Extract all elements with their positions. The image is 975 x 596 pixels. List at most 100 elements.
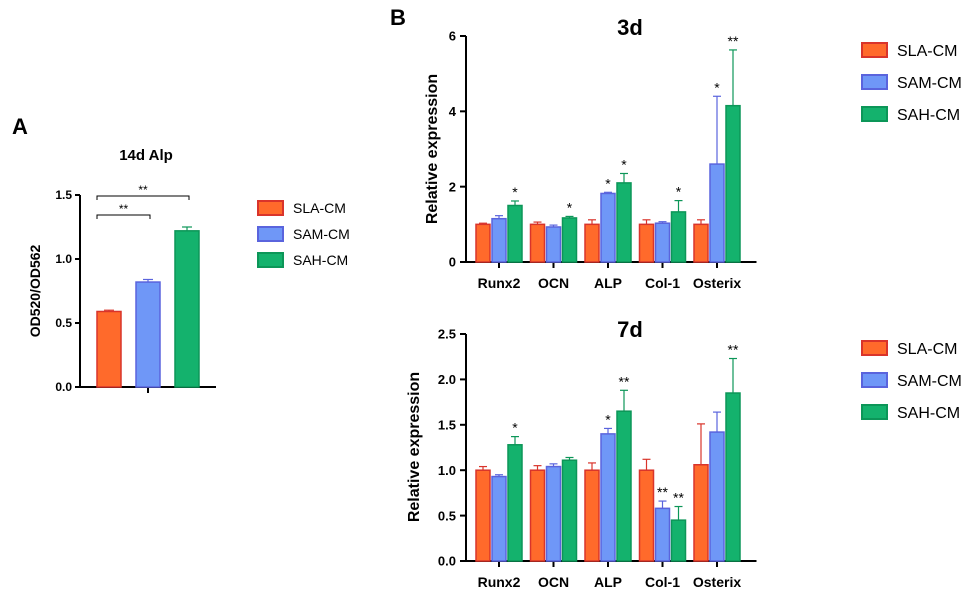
panel-b-3d: B 3d Relative expression 0 2 4 6 Runx2 * OCN * A… xyxy=(390,5,962,291)
x-category-label: ALP xyxy=(594,275,622,291)
bar-sla-cm xyxy=(475,223,491,263)
bar-sla-cm xyxy=(529,223,546,263)
legend-label: SAH-CM xyxy=(897,405,960,422)
significance-label: * xyxy=(714,79,720,95)
panel-a-y-axis-label: OD520/OD562 xyxy=(27,244,43,337)
bar-sah-cm xyxy=(507,204,523,263)
significance-label: ** xyxy=(119,202,129,216)
panel-letter-a: A xyxy=(12,114,28,139)
legend-label: SLA-CM xyxy=(293,200,346,216)
panel-b-3d-legend: SLA-CM SAM-CM SAH-CM xyxy=(861,42,962,124)
bar-sla-cm xyxy=(693,464,709,562)
legend-swatch xyxy=(257,200,284,216)
bar-sah-cm xyxy=(616,182,632,263)
significance-label: * xyxy=(605,175,611,191)
bar-sam-cm xyxy=(600,192,616,263)
bar-sam-cm xyxy=(491,217,507,263)
legend-label: SAH-CM xyxy=(293,252,348,268)
y-tick-label: 0.5 xyxy=(438,508,456,523)
significance-bracket xyxy=(96,195,190,200)
bar-sla-cm xyxy=(584,223,600,263)
bar-sam-cm xyxy=(654,222,671,263)
legend-swatch xyxy=(861,404,888,420)
legend-swatch xyxy=(861,372,888,388)
significance-label: ** xyxy=(138,183,148,197)
legend-swatch xyxy=(861,74,888,90)
bar-sam-cm xyxy=(491,475,507,562)
bar-sam-cm xyxy=(135,281,161,388)
y-tick-label: 2 xyxy=(449,179,456,194)
legend-label: SAM-CM xyxy=(293,226,350,242)
significance-label: * xyxy=(621,156,627,172)
significance-label: * xyxy=(676,184,682,200)
x-category-label: Runx2 xyxy=(478,574,521,590)
x-category-label: Osterix xyxy=(693,275,741,291)
panel-a-legend: SLA-CM SAM-CM SAH-CM xyxy=(257,200,350,268)
bar-sah-cm xyxy=(561,459,578,562)
x-category-label: OCN xyxy=(538,574,569,590)
y-tick-label: 1.5 xyxy=(55,188,72,202)
legend-label: SAH-CM xyxy=(897,107,960,124)
legend-swatch xyxy=(257,252,284,268)
significance-label: ** xyxy=(673,490,684,506)
x-category-label: OCN xyxy=(538,275,569,291)
panel-a: A 14d Alp OD520/OD562 0.0 0.5 1.0 1.5 ** ** S… xyxy=(12,114,350,394)
y-tick-label: 6 xyxy=(449,29,456,44)
bar-sah-cm xyxy=(725,104,741,263)
significance-label: ** xyxy=(728,33,739,49)
panel-a-title: 14d Alp xyxy=(119,147,173,164)
bar-sah-cm xyxy=(616,410,632,562)
bar-sam-cm xyxy=(600,433,616,562)
x-category-label: Runx2 xyxy=(478,275,521,291)
bar-sah-cm xyxy=(174,230,200,388)
x-category-label: Osterix xyxy=(693,574,741,590)
legend-swatch xyxy=(861,42,888,58)
y-tick-label: 1.5 xyxy=(438,417,456,432)
panel-b-7d: 7d Relative expression 0.0 0.5 1.0 1.5 2.0 2.… xyxy=(406,317,962,590)
significance-label: ** xyxy=(657,484,668,500)
bar-sla-cm xyxy=(96,310,122,388)
panel-b-7d-legend: SLA-CM SAM-CM SAH-CM xyxy=(861,340,962,422)
panel-letter-b: B xyxy=(390,5,406,30)
significance-label: * xyxy=(605,411,611,427)
bar-sla-cm xyxy=(584,469,600,562)
legend-label: SLA-CM xyxy=(897,341,957,358)
bar-sah-cm xyxy=(507,444,523,562)
legend-label: SAM-CM xyxy=(897,373,962,390)
x-category-label: ALP xyxy=(594,574,622,590)
x-category-label: Col-1 xyxy=(645,574,680,590)
panel-b-3d-title: 3d xyxy=(617,15,643,40)
y-tick-label: 0.5 xyxy=(55,316,72,330)
significance-bracket xyxy=(96,214,151,219)
legend-label: SAM-CM xyxy=(897,75,962,92)
y-tick-label: 2.5 xyxy=(438,327,456,342)
bar-sah-cm xyxy=(670,211,687,263)
bar-sam-cm xyxy=(654,507,671,562)
panel-a-plot: 0.0 0.5 1.0 1.5 ** ** xyxy=(55,183,216,394)
bar-sam-cm xyxy=(709,163,725,263)
significance-label: * xyxy=(567,199,573,215)
y-tick-label: 4 xyxy=(449,104,457,119)
panel-b-7d-title: 7d xyxy=(617,317,643,342)
bar-sla-cm xyxy=(638,223,655,263)
x-category-label: Col-1 xyxy=(645,275,680,291)
bar-sla-cm xyxy=(475,469,491,562)
bar-sam-cm xyxy=(545,465,562,562)
legend-swatch xyxy=(257,226,284,242)
y-tick-label: 0 xyxy=(449,255,456,270)
panel-b-7d-y-axis-label: Relative expression xyxy=(406,372,423,522)
bar-sam-cm xyxy=(545,226,562,263)
y-tick-label: 2.0 xyxy=(438,372,456,387)
significance-label: ** xyxy=(619,373,630,389)
bar-sah-cm xyxy=(725,392,741,562)
y-tick-label: 0.0 xyxy=(438,554,456,569)
bar-sla-cm xyxy=(638,469,655,562)
significance-label: * xyxy=(512,420,518,436)
y-tick-label: 1.0 xyxy=(55,252,72,266)
legend-label: SLA-CM xyxy=(897,43,957,60)
bar-sla-cm xyxy=(529,469,546,562)
significance-label: ** xyxy=(728,342,739,358)
significance-label: * xyxy=(512,184,518,200)
